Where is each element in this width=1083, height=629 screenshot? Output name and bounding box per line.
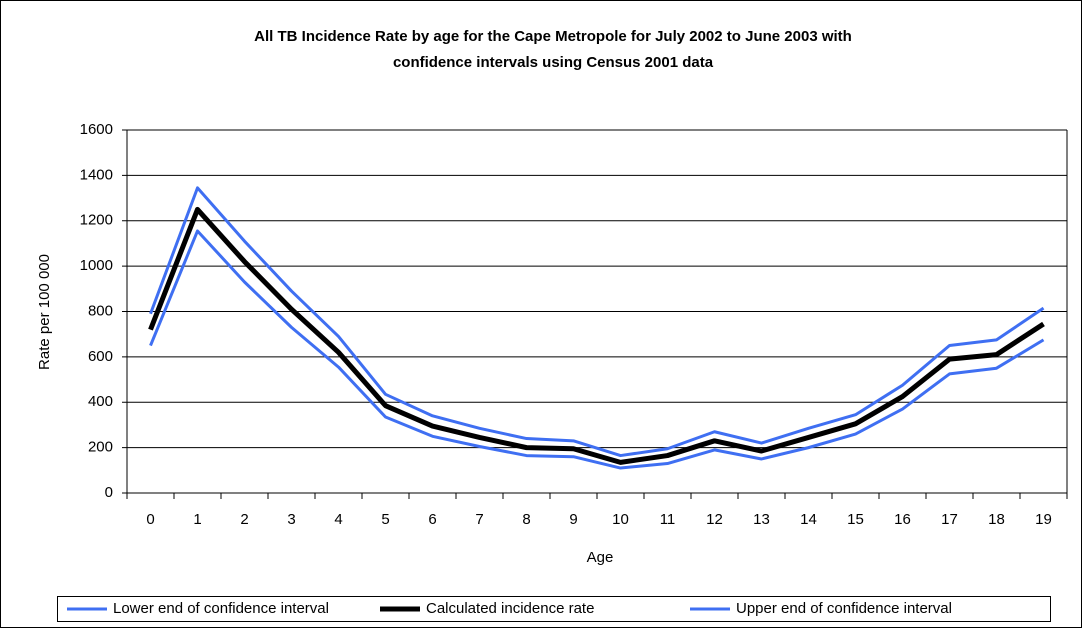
- x-axis-label: Age: [587, 549, 614, 566]
- x-tick-label: 14: [800, 511, 817, 528]
- x-tick-label: 8: [522, 511, 530, 528]
- y-tick-label: 1000: [80, 257, 113, 274]
- series-line: [149, 229, 1045, 470]
- series-line: [149, 186, 1045, 458]
- y-tick-label: 1600: [80, 121, 113, 138]
- x-tick-label: 2: [240, 511, 248, 528]
- y-tick-label: 1400: [80, 166, 113, 183]
- y-tick-label: 800: [88, 302, 113, 319]
- x-tick-label: 17: [941, 511, 958, 528]
- y-axis-label: Rate per 100 000: [36, 254, 53, 370]
- x-tick-label: 10: [612, 511, 629, 528]
- x-tick-label: 13: [753, 511, 770, 528]
- y-tick-label: 200: [88, 439, 113, 456]
- legend-box: [57, 596, 1051, 622]
- x-tick-label: 19: [1035, 511, 1052, 528]
- chart-title: confidence intervals using Census 2001 d…: [393, 54, 714, 71]
- y-tick-label: 400: [88, 393, 113, 410]
- x-tick-label: 3: [287, 511, 295, 528]
- x-tick-label: 4: [334, 511, 342, 528]
- x-tick-label: 5: [381, 511, 389, 528]
- y-tick-label: 0: [105, 484, 113, 501]
- x-tick-label: 16: [894, 511, 911, 528]
- x-tick-label: 6: [428, 511, 436, 528]
- legend-label: Lower end of confidence interval: [113, 600, 329, 617]
- x-tick-label: 12: [706, 511, 723, 528]
- x-tick-label: 1: [193, 511, 201, 528]
- series-line: [148, 206, 1045, 465]
- x-tick-label: 9: [569, 511, 577, 528]
- y-tick-label: 600: [88, 348, 113, 365]
- x-tick-label: 15: [847, 511, 864, 528]
- legend-label: Calculated incidence rate: [426, 600, 594, 617]
- x-tick-label: 11: [660, 511, 676, 528]
- chart-title: All TB Incidence Rate by age for the Cap…: [254, 28, 852, 45]
- x-tick-label: 18: [988, 511, 1005, 528]
- x-tick-label: 7: [475, 511, 483, 528]
- legend-label: Upper end of confidence interval: [736, 600, 952, 617]
- x-tick-label: 0: [146, 511, 154, 528]
- y-tick-label: 1200: [80, 212, 113, 229]
